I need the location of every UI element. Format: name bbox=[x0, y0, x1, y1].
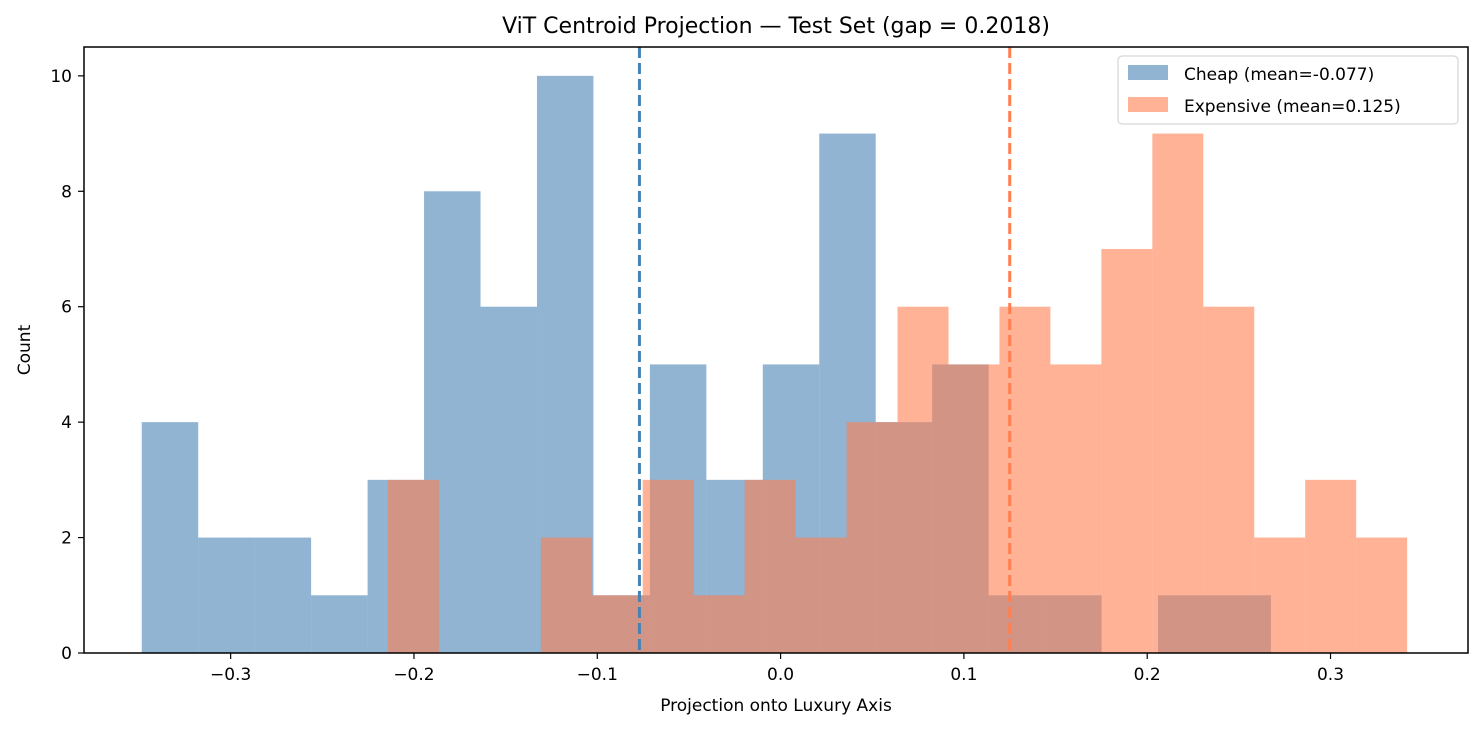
x-axis-ticks: −0.3 −0.2 −0.1 0.0 0.1 0.2 0.3 bbox=[210, 653, 1344, 685]
bar-expensive-10 bbox=[897, 306, 949, 653]
plot-frame bbox=[83, 46, 1469, 654]
y-tick-label: 0 bbox=[61, 644, 72, 664]
bar-cheap-6 bbox=[480, 306, 537, 653]
bar-expensive-18 bbox=[1305, 479, 1357, 653]
legend-swatch-cheap bbox=[1128, 65, 1168, 80]
bar-cheap-2 bbox=[254, 537, 312, 653]
bar-expensive-16 bbox=[1203, 306, 1255, 653]
bar-cheap-3 bbox=[311, 595, 368, 653]
bar-cheap-0 bbox=[141, 422, 199, 653]
x-axis-label: Projection onto Luxury Axis bbox=[660, 696, 892, 716]
bar-expensive-13 bbox=[1050, 364, 1102, 653]
y-axis-label: Count bbox=[15, 324, 35, 375]
x-tick-label: −0.1 bbox=[577, 665, 618, 685]
y-tick-label: 4 bbox=[61, 413, 72, 433]
bar-expensive-14 bbox=[1101, 249, 1153, 653]
bar-expensive-5 bbox=[642, 479, 694, 653]
legend-label-expensive: Expensive (mean=0.125) bbox=[1184, 97, 1401, 117]
y-axis-ticks: 0 2 4 6 8 10 bbox=[50, 67, 84, 664]
chart-title: ViT Centroid Projection — Test Set (gap … bbox=[502, 14, 1050, 39]
bars-layer bbox=[141, 75, 1408, 654]
y-tick-label: 6 bbox=[61, 298, 72, 318]
bar-expensive-17 bbox=[1254, 537, 1306, 653]
x-tick-label: 0.0 bbox=[767, 665, 794, 685]
x-tick-label: 0.2 bbox=[1134, 665, 1161, 685]
legend-box bbox=[1117, 55, 1459, 125]
mean-lines-layer bbox=[637, 47, 1012, 653]
bar-expensive-6 bbox=[693, 595, 745, 653]
bar-expensive-19 bbox=[1356, 537, 1408, 653]
y-tick-label: 10 bbox=[50, 67, 72, 87]
bar-expensive-12 bbox=[999, 306, 1051, 653]
bar-expensive-7 bbox=[744, 479, 796, 653]
bar-expensive-8 bbox=[795, 537, 847, 653]
x-tick-label: −0.2 bbox=[393, 665, 434, 685]
bar-expensive-9 bbox=[846, 422, 898, 653]
bar-expensive-3 bbox=[540, 537, 592, 653]
legend: Cheap (mean=-0.077) Expensive (mean=0.12… bbox=[1117, 55, 1459, 125]
bar-expensive-4 bbox=[591, 595, 643, 653]
bar-expensive-15 bbox=[1152, 133, 1204, 654]
x-tick-label: 0.3 bbox=[1317, 665, 1344, 685]
y-tick-label: 8 bbox=[61, 182, 72, 202]
bar-expensive-11 bbox=[948, 364, 1000, 653]
x-tick-label: −0.3 bbox=[210, 665, 251, 685]
bar-expensive-0 bbox=[387, 479, 439, 653]
legend-swatch-expensive bbox=[1128, 97, 1168, 112]
x-tick-label: 0.1 bbox=[950, 665, 977, 685]
y-tick-label: 2 bbox=[61, 529, 72, 549]
legend-label-cheap: Cheap (mean=-0.077) bbox=[1184, 65, 1374, 85]
bar-cheap-1 bbox=[198, 537, 255, 653]
